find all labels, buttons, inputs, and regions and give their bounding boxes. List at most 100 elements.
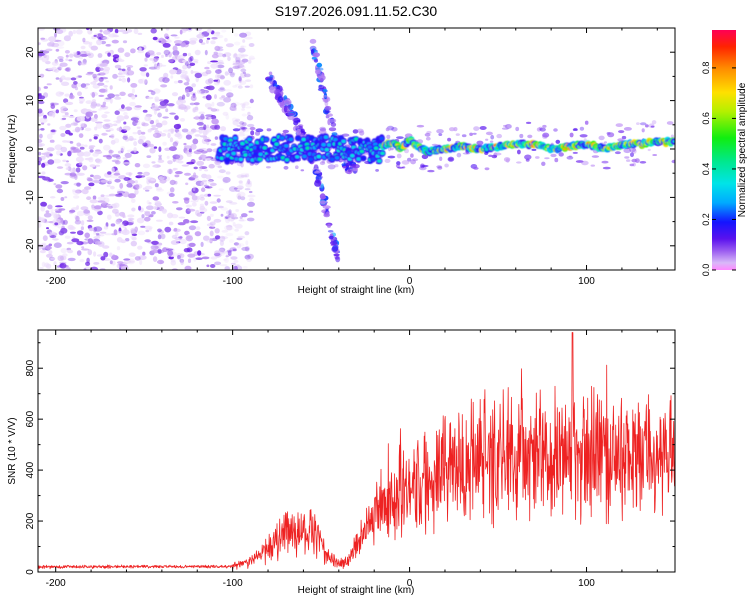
tone-core	[257, 157, 263, 161]
noise-blob	[180, 99, 186, 104]
noise-blob	[75, 215, 80, 222]
noise-blob	[165, 54, 168, 57]
noise-blob	[182, 59, 187, 63]
noise-blob	[233, 106, 237, 112]
noise-blob	[237, 235, 245, 239]
tone-halo-blob	[671, 159, 675, 164]
noise-blob	[155, 245, 159, 251]
tone-core	[321, 143, 326, 147]
tone-halo-blob	[494, 152, 502, 156]
descending-branch-blob	[326, 211, 330, 216]
descending-branch-blob	[269, 86, 276, 94]
tone-halo-blob	[539, 127, 546, 132]
tone-halo-blob	[503, 157, 511, 162]
noise-blob	[122, 135, 128, 140]
noise-blob	[121, 104, 125, 109]
descending-branch-blob	[329, 235, 334, 240]
noise-blob	[69, 53, 74, 58]
noise-blob	[80, 220, 85, 226]
tone-halo-blob	[444, 163, 449, 168]
noise-blob	[196, 212, 203, 217]
noise-blob	[126, 70, 135, 76]
noise-blob	[193, 102, 200, 106]
x-tick-label: 100	[578, 276, 595, 287]
noise-blob	[153, 56, 158, 63]
noise-blob	[206, 148, 213, 153]
noise-blob	[160, 84, 168, 88]
noise-blob	[224, 216, 228, 220]
noise-blob	[113, 202, 120, 208]
noise-blob	[225, 217, 230, 224]
noise-blob	[206, 264, 210, 268]
noise-blob	[53, 242, 62, 248]
descending-branch-blob	[314, 164, 318, 168]
noise-blob	[213, 194, 222, 197]
noise-blob	[49, 139, 55, 143]
noise-blob	[229, 105, 237, 111]
noise-blob	[239, 121, 245, 125]
noise-blob	[67, 249, 74, 254]
tone-halo-blob	[410, 159, 416, 165]
noise-blob	[240, 162, 244, 168]
noise-blob	[220, 207, 228, 211]
noise-blob	[247, 123, 255, 128]
x-tick-label: 100	[578, 578, 595, 589]
noise-blob	[200, 42, 206, 45]
noise-blob	[89, 149, 94, 153]
noise-blob	[127, 77, 131, 83]
noise-blob	[235, 60, 241, 64]
noise-blob	[78, 162, 83, 166]
noise-blob	[53, 213, 59, 220]
noise-blob	[198, 111, 205, 115]
noise-blob	[120, 266, 130, 270]
y-tick-label: -10	[25, 190, 36, 205]
noise-blob	[75, 29, 83, 35]
noise-blob	[189, 102, 195, 106]
noise-blob	[244, 36, 253, 40]
noise-blob	[137, 245, 143, 250]
noise-blob	[150, 90, 156, 96]
noise-blob	[142, 251, 146, 256]
noise-blob	[211, 53, 219, 59]
noise-blob	[137, 138, 144, 145]
noise-blob	[222, 179, 228, 184]
noise-blob	[194, 72, 202, 79]
tone-halo-blob	[250, 130, 255, 136]
noise-blob	[235, 118, 241, 122]
noise-blob	[88, 146, 95, 150]
noise-blob	[38, 156, 42, 163]
noise-blob	[44, 48, 53, 51]
noise-blob	[70, 122, 78, 126]
tone-core	[280, 136, 285, 140]
noise-blob	[50, 235, 57, 239]
noise-blob	[116, 246, 121, 251]
noise-blob	[236, 237, 243, 241]
tone-halo-blob	[554, 157, 559, 163]
noise-blob	[39, 250, 46, 254]
noise-blob	[244, 85, 250, 88]
noise-blob	[137, 230, 146, 236]
noise-blob	[205, 94, 212, 101]
noise-blob	[46, 133, 53, 140]
noise-blob	[194, 129, 201, 133]
tone-halo-blob	[485, 138, 489, 141]
noise-blob	[172, 201, 179, 204]
tone-halo-blob	[318, 129, 327, 135]
noise-blob	[73, 122, 79, 126]
noise-blob	[245, 182, 253, 188]
noise-blob	[239, 102, 247, 106]
noise-blob	[240, 68, 247, 73]
noise-blob	[138, 78, 144, 84]
noise-blob	[174, 36, 180, 39]
noise-blob	[124, 106, 133, 111]
noise-blob	[245, 79, 252, 82]
noise-blob	[123, 111, 128, 116]
noise-blob	[54, 144, 63, 151]
tone-halo-blob	[448, 157, 454, 161]
noise-blob	[145, 229, 150, 233]
noise-blob	[51, 129, 56, 133]
noise-blob	[79, 62, 87, 66]
noise-blob	[105, 97, 112, 100]
noise-blob	[172, 129, 181, 132]
noise-blob	[59, 262, 67, 269]
